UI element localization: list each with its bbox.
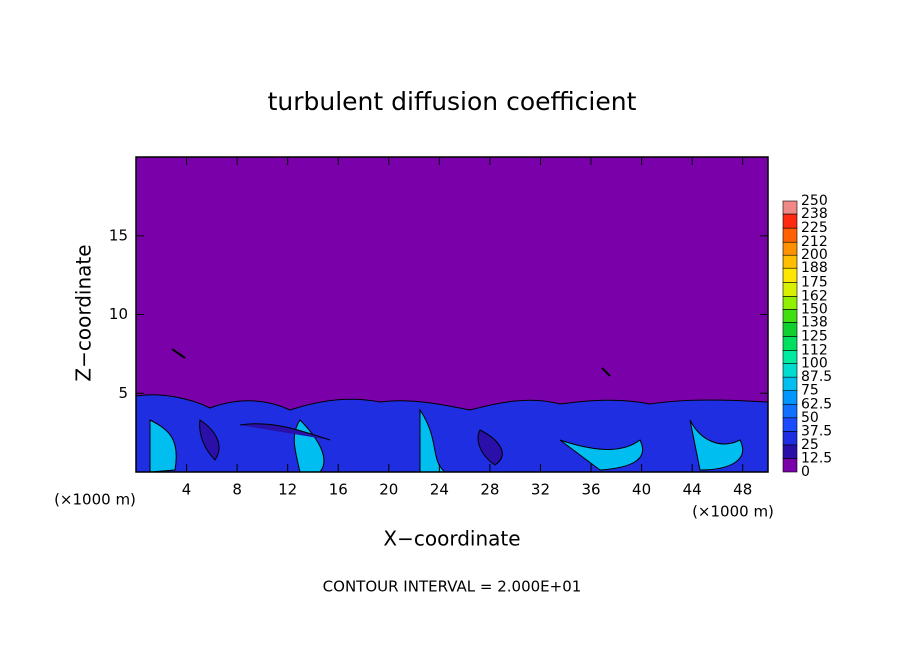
colorbar-bin — [782, 296, 798, 310]
colorbar-label: 150 — [801, 301, 828, 317]
x-axis-label: X−coordinate — [383, 527, 520, 551]
colorbar-label: 250 — [801, 193, 828, 209]
x-unit-label: (×1000 m) — [54, 491, 136, 509]
colorbar-label: 37.5 — [801, 423, 832, 439]
y-tick-label: 10 — [109, 305, 128, 323]
x-tick-label: 40 — [632, 481, 651, 499]
x-tick-label: 28 — [480, 481, 499, 499]
colorbar-bin — [782, 336, 798, 351]
colorbar-label: 138 — [801, 314, 828, 330]
colorbar-label: 50 — [801, 410, 819, 426]
colorbar-label: 12.5 — [801, 450, 832, 466]
x-tick-label: 24 — [430, 481, 449, 499]
x-tick-label: 12 — [278, 481, 297, 499]
colorbar-bin — [782, 431, 798, 446]
colorbar-label: 162 — [801, 288, 828, 304]
chart-title: turbulent diffusion coefficient — [268, 87, 637, 116]
colorbar-bin — [782, 417, 798, 432]
colorbar-bin — [782, 281, 798, 297]
colorbar-bin — [782, 309, 798, 323]
colorbar-bin — [782, 363, 798, 378]
x-unit-label-right: (×1000 m) — [692, 503, 774, 521]
colorbar-label: 100 — [801, 356, 828, 372]
colorbar-bin — [782, 350, 798, 364]
x-tick-label: 36 — [581, 481, 600, 499]
colorbar-label: 62.5 — [801, 396, 832, 412]
colorbar-label: 200 — [801, 247, 828, 263]
colorbar-label: 25 — [801, 437, 819, 453]
colorbar-label: 75 — [801, 383, 819, 399]
colorbar-label: 0 — [801, 464, 810, 480]
colorbar-label: 188 — [801, 260, 828, 276]
colorbar-bin — [782, 458, 798, 473]
contour-field — [136, 157, 768, 472]
colorbar-label: 175 — [801, 274, 828, 290]
colorbar-bin — [782, 267, 798, 283]
turbulent-layer — [136, 394, 768, 472]
turbulent-cores — [149, 408, 743, 472]
colorbar-label: 125 — [801, 329, 828, 345]
turbulent-eddies — [199, 419, 503, 466]
colorbar-label: 238 — [801, 206, 828, 222]
small-features — [171, 348, 611, 377]
colorbar-bin — [782, 390, 798, 405]
x-tick-label: 44 — [683, 481, 702, 499]
x-tick-label: 48 — [733, 481, 752, 499]
colorbar-label: 212 — [801, 234, 828, 250]
contour-interval-note: CONTOUR INTERVAL = 2.000E+01 — [323, 578, 582, 596]
y-tick-label: 15 — [109, 226, 128, 244]
x-tick-label: 16 — [329, 481, 348, 499]
colorbar-bin — [782, 254, 798, 269]
colorbar-bin — [782, 241, 798, 256]
colorbar-label: 225 — [801, 220, 828, 236]
colorbar-bin — [782, 444, 798, 459]
x-tick-label: 8 — [232, 481, 242, 499]
colorbar-bin — [782, 200, 798, 215]
colorbar-label: 112 — [801, 343, 828, 359]
x-tick-label: 4 — [182, 481, 192, 499]
colorbar-label: 87.5 — [801, 369, 832, 385]
colorbar-bin — [782, 376, 798, 391]
colorbar-bin — [782, 322, 798, 337]
x-tick-label: 20 — [379, 481, 398, 499]
colorbar-bin — [782, 213, 798, 229]
y-tick-label: 5 — [118, 384, 128, 402]
x-tick-label: 32 — [531, 481, 550, 499]
colorbar-bin — [782, 227, 798, 243]
y-axis-label: Z−coordinate — [72, 244, 96, 381]
colorbar-bin — [782, 403, 798, 419]
